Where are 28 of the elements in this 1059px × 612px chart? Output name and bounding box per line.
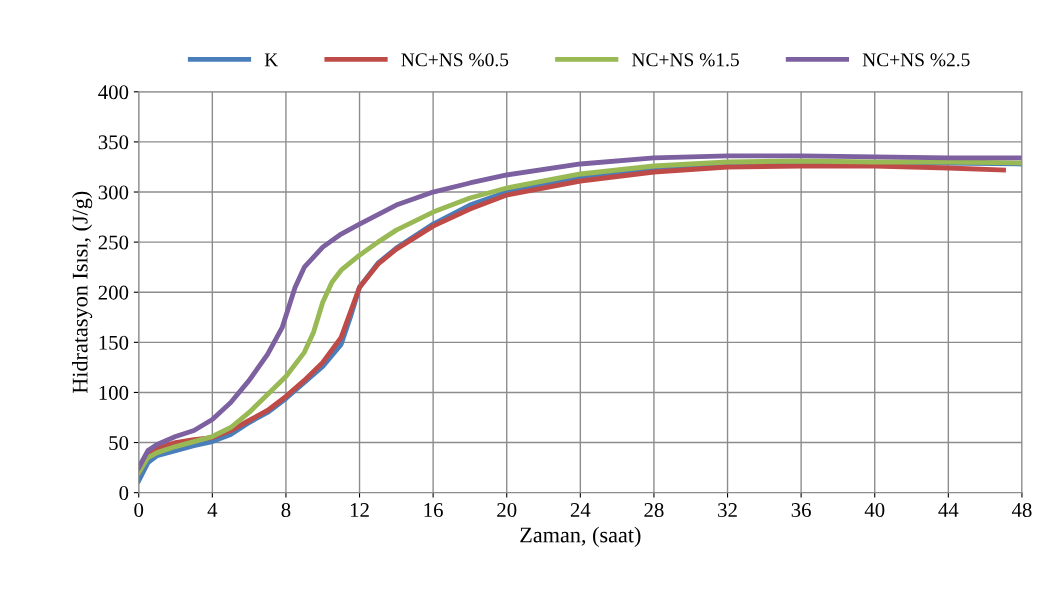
y-tick-label: 200 xyxy=(98,285,129,300)
x-tick-label: 40 xyxy=(864,502,885,518)
x-tick-label: 20 xyxy=(497,502,517,518)
y-tick-label: 400 xyxy=(98,85,129,100)
x-tick-label: 36 xyxy=(791,503,811,518)
y-axis-title: Hidratasyon Isısı, (J/g) xyxy=(71,191,93,394)
x-tick-label: 32 xyxy=(718,503,737,518)
x-tick-label: 48 xyxy=(1011,502,1032,518)
x-tick-label: 4 xyxy=(207,503,218,517)
y-tick-label: 350 xyxy=(98,135,129,150)
legend-label: NC+NS %2.5 xyxy=(862,53,970,67)
y-tick-label: 100 xyxy=(99,385,129,400)
x-tick-label: 24 xyxy=(570,503,591,517)
x-axis-title: Zaman, (saat) xyxy=(520,526,641,547)
legend-label: K xyxy=(264,53,279,67)
y-tick-label: 300 xyxy=(98,185,129,200)
x-tick-label: 0 xyxy=(134,502,144,518)
y-tick-label: 250 xyxy=(98,235,129,250)
y-tick-label: 50 xyxy=(109,435,129,450)
legend-label: NC+NS %0.5 xyxy=(401,53,509,67)
x-tick-label: 8 xyxy=(281,502,291,518)
x-tick-label: 16 xyxy=(424,503,443,518)
y-tick-label: 0 xyxy=(119,486,129,501)
x-tick-label: 12 xyxy=(350,503,369,517)
x-tick-label: 28 xyxy=(644,502,664,518)
legend-label: NC+NS %1.5 xyxy=(632,53,739,67)
x-tick-label: 44 xyxy=(938,503,959,517)
y-tick-label: 150 xyxy=(99,335,129,350)
